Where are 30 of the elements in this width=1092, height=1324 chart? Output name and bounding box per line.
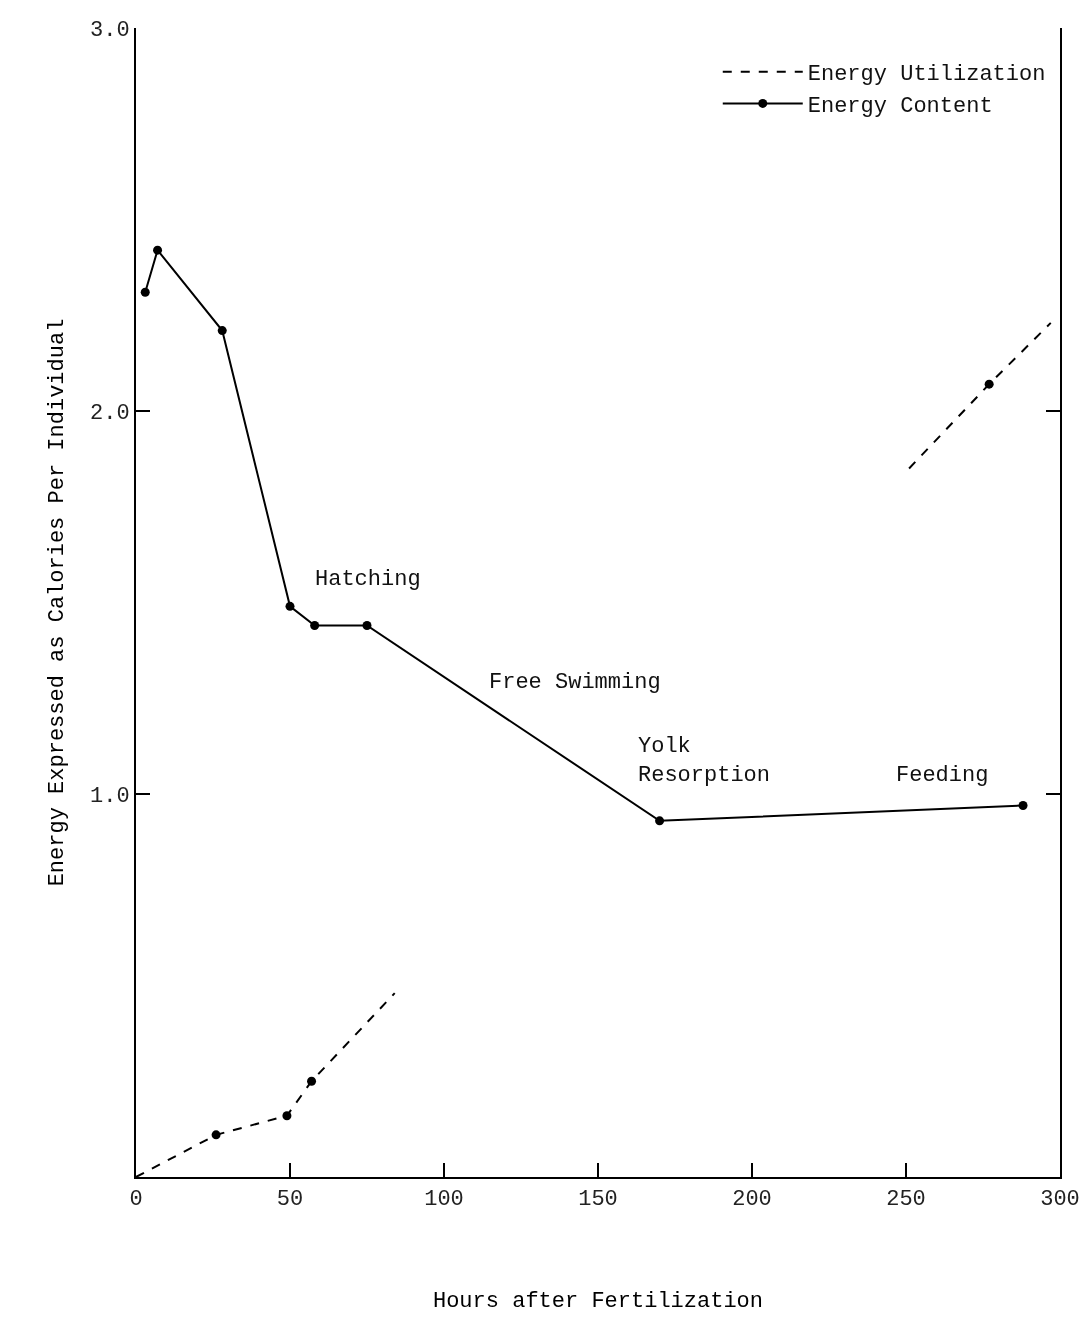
annotation: Free Swimming: [489, 670, 661, 695]
point: [310, 620, 320, 630]
annotation: Yolk Resorption: [638, 734, 771, 788]
legend-label: Energy Utilization: [807, 62, 1046, 88]
annotation: Hatching: [315, 567, 421, 592]
x-tick-label: 200: [732, 1187, 772, 1213]
x-tick-label: 100: [424, 1187, 464, 1213]
point: [655, 816, 665, 826]
point: [1018, 800, 1028, 810]
point: [362, 620, 372, 630]
x-tick-label: 300: [1040, 1187, 1080, 1213]
x-axis-title: Hours after Fertilization: [432, 1288, 764, 1314]
point: [153, 245, 163, 255]
x-tick-label: 150: [578, 1187, 618, 1213]
point: [140, 287, 150, 297]
point: [217, 326, 227, 336]
legend-label: Energy Content: [807, 93, 993, 119]
point: [285, 601, 295, 611]
point: [211, 1130, 221, 1140]
point: [307, 1076, 317, 1086]
y-tick-label: 3.0: [89, 17, 130, 43]
point: [282, 1111, 292, 1121]
x-tick-label: 50: [276, 1187, 304, 1213]
y-tick-label: 2.0: [89, 400, 130, 426]
y-tick-label: 1.0: [89, 783, 130, 809]
point: [984, 379, 994, 389]
x-tick-label: 250: [886, 1187, 926, 1213]
y-axis-title: Energy Expressed as Calories Per Individual: [45, 318, 71, 887]
annotation: Feeding: [896, 763, 989, 788]
x-tick-label: 0: [129, 1187, 143, 1213]
